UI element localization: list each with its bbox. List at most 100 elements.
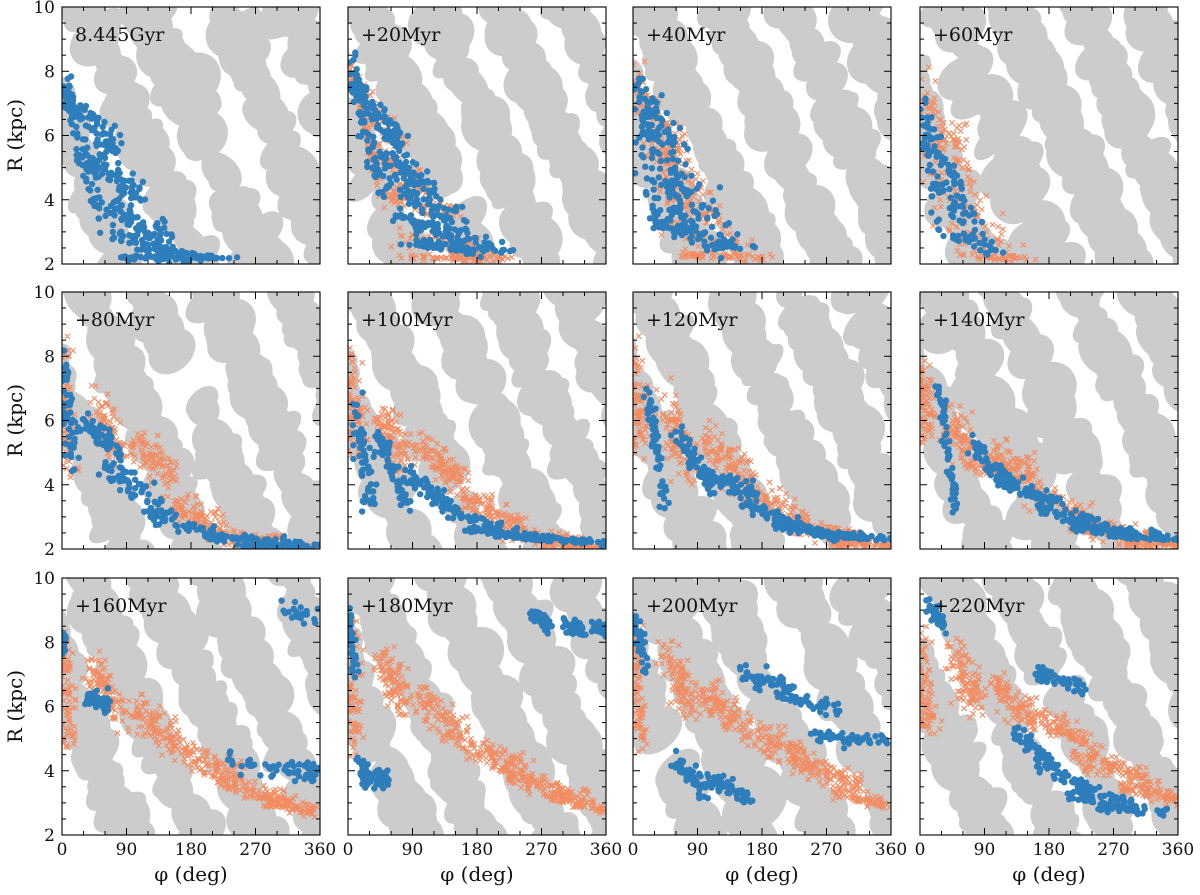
blue-star-point xyxy=(380,154,387,161)
orange-star-point xyxy=(977,256,984,263)
blue-star-point xyxy=(94,186,101,193)
orange-star-point xyxy=(931,204,938,211)
blue-star-point xyxy=(116,131,124,139)
blue-star-point xyxy=(633,82,638,90)
orange-star-point xyxy=(426,251,433,258)
blue-star-point xyxy=(441,216,449,224)
blue-star-point xyxy=(396,147,403,155)
orange-star-point xyxy=(657,188,664,195)
blue-star-point xyxy=(93,116,100,124)
blue-star-point xyxy=(152,254,159,262)
blue-star-point xyxy=(79,415,87,423)
orange-star-point xyxy=(486,253,493,260)
blue-star-point xyxy=(357,85,364,93)
density-region xyxy=(299,340,320,383)
blue-star-point xyxy=(77,427,84,434)
density-region xyxy=(877,238,891,264)
orange-star-point xyxy=(457,478,464,485)
orange-star-point xyxy=(407,430,414,437)
orange-star-point xyxy=(437,459,444,466)
blue-star-point xyxy=(966,212,973,219)
blue-star-point xyxy=(644,121,651,128)
blue-star-point xyxy=(655,131,663,139)
blue-star-point xyxy=(951,173,958,181)
orange-star-point xyxy=(974,202,981,209)
blue-star-point xyxy=(106,443,114,451)
orange-star-point xyxy=(953,223,960,230)
blue-star-point xyxy=(669,181,677,188)
orange-star-point xyxy=(385,432,392,439)
blue-star-point xyxy=(988,238,996,245)
density-region xyxy=(974,120,1010,161)
orange-star-point xyxy=(430,464,437,471)
orange-star-point xyxy=(439,462,446,469)
blue-star-point xyxy=(373,160,380,168)
blue-star-point xyxy=(698,204,705,211)
blue-star-point xyxy=(407,173,415,180)
blue-star-point xyxy=(109,221,117,229)
orange-star-point xyxy=(1012,255,1019,262)
density-region xyxy=(1189,159,1200,219)
blue-star-point xyxy=(414,190,421,197)
orange-star-point xyxy=(937,203,944,210)
blue-star-point xyxy=(950,162,958,169)
blue-star-point xyxy=(67,452,74,459)
blue-star-point xyxy=(296,542,303,549)
blue-star-point xyxy=(469,249,477,256)
density-region xyxy=(0,0,33,33)
blue-star-point xyxy=(386,175,393,182)
blue-star-point xyxy=(663,109,670,117)
blue-star-point xyxy=(303,543,311,549)
density-region xyxy=(474,411,518,450)
orange-star-point xyxy=(931,95,938,102)
density-region xyxy=(281,300,320,339)
orange-star-point xyxy=(676,136,683,143)
orange-star-point xyxy=(399,438,406,445)
orange-star-point xyxy=(431,447,438,454)
orange-star-point xyxy=(114,416,121,423)
density-region xyxy=(280,39,320,78)
blue-star-point xyxy=(82,150,90,157)
orange-star-point xyxy=(428,455,435,462)
blue-star-point xyxy=(204,533,212,540)
blue-star-point xyxy=(357,119,365,126)
blue-star-point xyxy=(981,236,988,243)
orange-star-point xyxy=(760,256,767,263)
blue-star-point xyxy=(142,255,149,262)
blue-star-point xyxy=(375,189,382,197)
blue-star-point xyxy=(244,541,251,549)
blue-star-point xyxy=(669,225,677,233)
orange-star-point xyxy=(354,394,361,401)
orange-star-point xyxy=(963,136,970,143)
orange-star-point xyxy=(359,359,366,366)
blue-star-point xyxy=(648,165,656,172)
blue-star-point xyxy=(451,226,458,233)
density-region xyxy=(730,215,767,252)
orange-star-point xyxy=(953,144,960,151)
blue-star-point xyxy=(121,189,128,197)
blue-star-point xyxy=(662,221,669,228)
density-region xyxy=(111,385,158,432)
blue-star-point xyxy=(374,166,381,173)
density-region xyxy=(294,46,320,85)
orange-star-point xyxy=(231,528,238,535)
orange-star-point xyxy=(378,411,385,418)
blue-star-point xyxy=(249,540,256,547)
blue-star-point xyxy=(63,361,70,368)
blue-star-point xyxy=(62,440,69,447)
density-region xyxy=(348,363,360,409)
blue-star-point xyxy=(118,140,125,147)
density-region xyxy=(866,210,891,254)
orange-star-point xyxy=(443,255,450,262)
blue-star-point xyxy=(463,250,470,258)
y-tick-label: 2 xyxy=(44,540,55,560)
orange-star-point xyxy=(978,206,985,213)
blue-star-point xyxy=(78,104,86,111)
blue-star-point xyxy=(139,178,147,186)
blue-star-point xyxy=(254,536,261,543)
blue-star-point xyxy=(655,174,663,181)
orange-star-point xyxy=(396,225,403,232)
orange-star-point xyxy=(1021,253,1028,260)
blue-star-point xyxy=(657,115,665,122)
density-region xyxy=(951,32,979,59)
